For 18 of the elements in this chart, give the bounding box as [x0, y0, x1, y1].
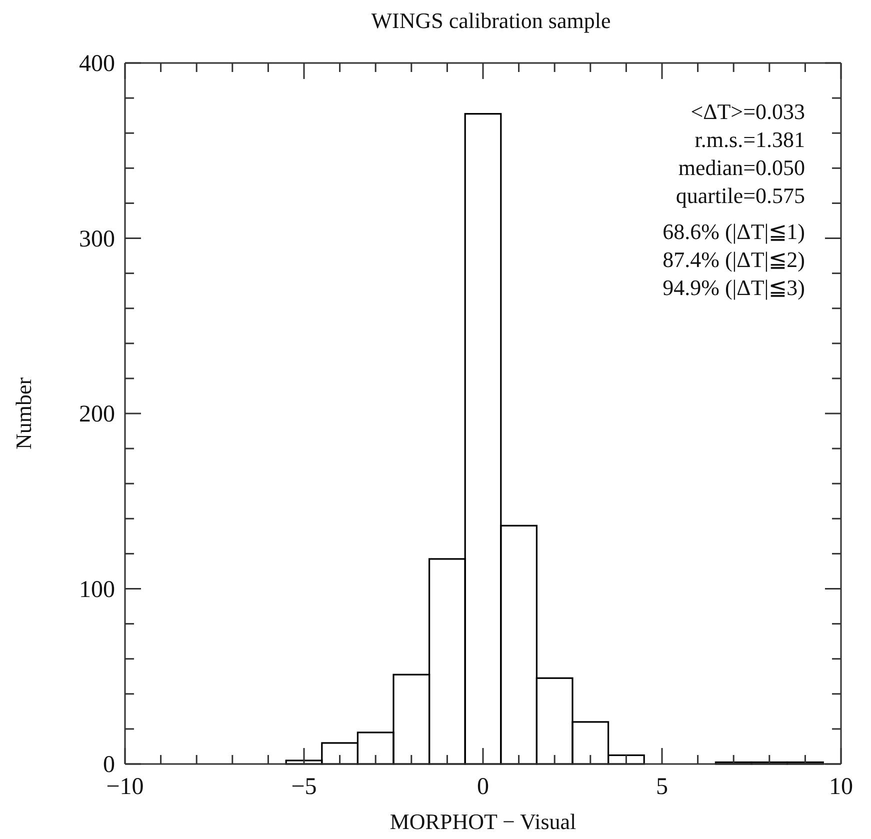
annotation: median=0.050 — [677, 154, 805, 182]
x-tick-label: 0 — [477, 774, 489, 800]
x-tick-label: 5 — [656, 774, 668, 800]
x-tick-label: 10 — [829, 774, 853, 800]
y-tick-label: 400 — [79, 51, 115, 77]
x-axis-title: MORPHOT − Visual — [390, 809, 576, 834]
y-tick-label: 100 — [79, 576, 115, 603]
chart-title: WINGS calibration sample — [370, 8, 612, 34]
y-tick-label: 300 — [79, 226, 115, 252]
annotation: <ΔT>=0.033 — [690, 98, 805, 126]
y-tick-label: 200 — [79, 402, 115, 428]
annotation: r.m.s.=1.381 — [694, 126, 805, 154]
annotation: 68.6% (|ΔT|≦1) — [662, 218, 805, 246]
annotation: quartile=0.575 — [674, 182, 805, 210]
y-axis-title: Number — [10, 376, 36, 450]
annotation: 94.9% (|ΔT|≦3) — [662, 274, 805, 302]
x-tick-label: −5 — [291, 774, 317, 800]
annotation: 87.4% (|ΔT|≦2) — [662, 246, 805, 274]
